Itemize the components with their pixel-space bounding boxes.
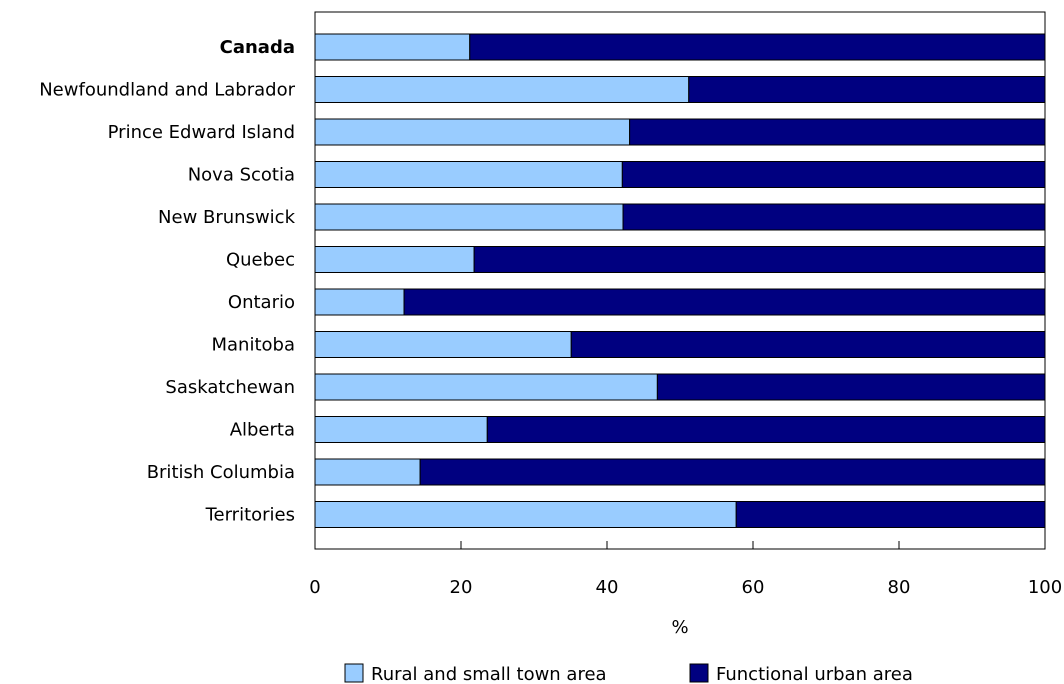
category-label: Prince Edward Island xyxy=(108,122,295,143)
category-label: Saskatchewan xyxy=(165,377,295,398)
x-tick-label: 20 xyxy=(450,577,473,598)
bars-group xyxy=(314,33,1046,528)
bar-urban-5 xyxy=(473,246,1046,273)
x-tick-label: 100 xyxy=(1028,577,1062,598)
legend-label-urban: Functional urban area xyxy=(716,664,913,684)
x-tick-label: 60 xyxy=(742,577,765,598)
bar-rural-5 xyxy=(314,246,475,273)
bar-urban-6 xyxy=(403,288,1046,316)
bar-rural-6 xyxy=(314,288,405,316)
category-label: Newfoundland and Labrador xyxy=(39,80,295,101)
bar-urban-7 xyxy=(570,331,1046,358)
bar-rural-8 xyxy=(314,373,658,401)
category-label: Ontario xyxy=(228,292,295,313)
bar-rural-10 xyxy=(314,458,421,486)
x-tick-label: 0 xyxy=(309,577,320,598)
bar-urban-2 xyxy=(629,118,1046,146)
category-label: Manitoba xyxy=(212,335,296,356)
bar-rural-7 xyxy=(314,331,572,358)
legend-swatch-urban xyxy=(689,663,709,683)
legend-swatch-rural xyxy=(344,663,364,683)
category-label: Quebec xyxy=(226,250,295,271)
bar-rural-2 xyxy=(314,118,631,146)
x-tick-label: 80 xyxy=(888,577,911,598)
category-label: New Brunswick xyxy=(158,207,296,228)
bar-urban-3 xyxy=(621,161,1046,188)
bar-rural-4 xyxy=(314,203,624,231)
category-labels: Canada Newfoundland and Labrador Prince Ed… xyxy=(39,37,295,526)
bar-urban-10 xyxy=(419,458,1046,486)
plot-frame xyxy=(314,11,1046,550)
legend: Rural and small town area Functional urba… xyxy=(344,663,913,684)
bar-rural-1 xyxy=(314,76,690,103)
bar-urban-0 xyxy=(469,33,1046,61)
bar-urban-9 xyxy=(486,416,1046,443)
bar-urban-4 xyxy=(622,203,1046,231)
x-axis-ticks: 0 20 40 60 80 100 xyxy=(309,541,1062,598)
bar-rural-9 xyxy=(314,416,488,443)
bar-urban-8 xyxy=(656,373,1046,401)
bar-urban-1 xyxy=(688,76,1046,103)
category-label: Territories xyxy=(205,505,295,526)
category-label: British Columbia xyxy=(147,462,295,483)
bar-rural-3 xyxy=(314,161,623,188)
category-label: Alberta xyxy=(230,420,295,441)
category-label: Nova Scotia xyxy=(188,165,295,186)
bar-rural-11 xyxy=(314,501,737,528)
bar-rural-0 xyxy=(314,33,471,61)
category-label: Canada xyxy=(220,37,295,58)
legend-label-rural: Rural and small town area xyxy=(371,664,607,684)
x-tick-label: 40 xyxy=(596,577,619,598)
x-axis-title: % xyxy=(671,617,688,638)
bar-urban-11 xyxy=(735,501,1046,528)
